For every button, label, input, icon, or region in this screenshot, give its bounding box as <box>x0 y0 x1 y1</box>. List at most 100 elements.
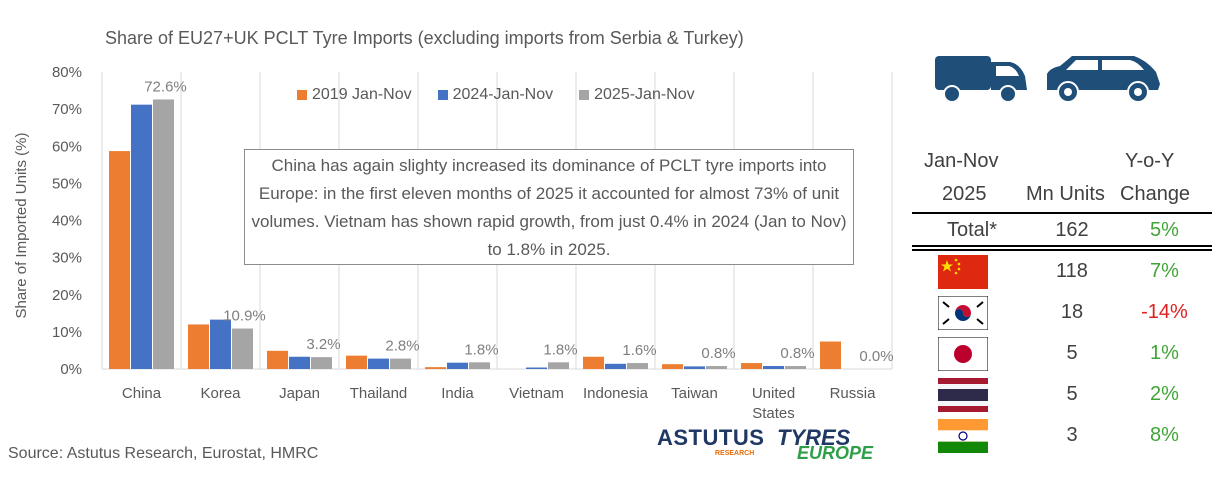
total-label: Total* <box>946 219 998 241</box>
bar <box>820 341 841 369</box>
bar <box>627 363 648 369</box>
y-axis-label: Share of Imported Units (%) <box>13 133 30 319</box>
data-label: 1.8% <box>464 341 498 358</box>
total-rule-2 <box>912 249 1212 251</box>
bar <box>706 366 727 369</box>
bar <box>425 367 446 369</box>
total-rule-1 <box>912 245 1212 247</box>
header-rule <box>912 212 1212 214</box>
astutus-logo: ASTUTUS <box>657 425 765 450</box>
row-change: 2% <box>1150 383 1179 405</box>
bar <box>526 367 547 369</box>
row-change: 1% <box>1150 342 1179 364</box>
india-flag-icon <box>938 419 988 453</box>
row-units: 5 <box>1066 383 1078 405</box>
chart-title: Share of EU27+UK PCLT Tyre Imports (excl… <box>105 28 744 48</box>
korea-flag-icon <box>938 296 988 330</box>
bar <box>232 328 253 369</box>
bar <box>289 356 310 369</box>
row-change: -14% <box>1141 301 1188 323</box>
bar <box>763 366 784 369</box>
vehicle-icons <box>930 50 1170 115</box>
van-and-car-icon <box>935 56 1160 103</box>
bar <box>390 358 411 369</box>
legend-label: 2019 Jan-Nov <box>312 86 412 103</box>
callout-box: China has again slighty increased its do… <box>244 149 854 265</box>
bar <box>346 355 367 369</box>
bar <box>188 324 209 369</box>
header-period-line2: 2025 <box>942 183 987 205</box>
x-tick-label: India <box>441 385 474 402</box>
bar <box>469 362 490 369</box>
row-change: 7% <box>1150 260 1179 282</box>
data-label: 0.8% <box>701 345 735 362</box>
bar <box>109 151 130 369</box>
japan-flag-icon <box>938 337 988 371</box>
header-change-line2: Change <box>1120 183 1191 205</box>
data-label: 2.8% <box>385 338 419 355</box>
bar <box>662 364 683 369</box>
bar <box>131 104 152 370</box>
tyres-europe-logo: TYRES <box>777 425 851 450</box>
bar <box>583 356 604 369</box>
chart-legend: 2019 Jan-Nov 2024-Jan-Nov 2025-Jan-Nov <box>297 86 695 104</box>
legend-item-2025: 2025-Jan-Nov <box>579 86 695 104</box>
legend-swatch <box>297 90 307 100</box>
legend-label: 2025-Jan-Nov <box>594 86 695 103</box>
x-tick-label: States <box>752 405 795 422</box>
legend-item-2024: 2024-Jan-Nov <box>437 86 554 104</box>
china-flag-icon <box>938 255 988 289</box>
bar <box>741 363 762 369</box>
summary-table: Jan-Nov 2025 Mn Units Y-o-Y Change Total… <box>912 142 1212 467</box>
bar <box>605 363 626 369</box>
bar <box>368 358 389 369</box>
row-change: 8% <box>1150 424 1179 446</box>
car-icon <box>1047 56 1160 103</box>
data-label: 1.6% <box>622 342 656 359</box>
legend-swatch <box>579 90 590 100</box>
thailand-flag-icon <box>938 378 988 412</box>
y-tick-label: 30% <box>52 250 82 267</box>
x-tick-label: China <box>122 385 162 402</box>
source-note: Source: Astutus Research, Eurostat, HMRC <box>8 445 319 462</box>
bar <box>548 362 569 369</box>
y-tick-label: 80% <box>52 64 82 81</box>
y-tick-label: 40% <box>52 213 82 230</box>
y-tick-label: 50% <box>52 175 82 192</box>
y-tick-label: 10% <box>52 324 82 341</box>
bar <box>153 99 174 369</box>
x-tick-label: Russia <box>830 385 877 402</box>
x-tick-label: Thailand <box>350 385 408 402</box>
x-tick-label: Indonesia <box>583 385 649 402</box>
row-units: 5 <box>1066 342 1078 364</box>
data-label: 10.9% <box>223 308 266 325</box>
bar <box>785 366 806 369</box>
header-change-line1: Y-o-Y <box>1125 150 1175 172</box>
data-label: 72.6% <box>144 78 187 95</box>
header-units: Mn Units <box>1026 183 1105 205</box>
total-units: 162 <box>1055 219 1089 241</box>
x-tick-label: Taiwan <box>671 385 718 402</box>
x-tick-label: Vietnam <box>509 385 564 402</box>
data-label: 1.8% <box>543 341 577 358</box>
data-label: 3.2% <box>306 336 340 353</box>
bar <box>267 350 288 369</box>
row-units: 118 <box>1056 260 1088 282</box>
bar <box>684 366 705 369</box>
bar <box>311 357 332 369</box>
tyres-europe-logo-sub: EUROPE <box>797 443 874 463</box>
header-period-line1: Jan-Nov <box>924 150 999 172</box>
data-label: 0.8% <box>780 345 814 362</box>
total-change: 5% <box>1150 219 1179 241</box>
row-units: 3 <box>1066 424 1078 446</box>
legend-label: 2024-Jan-Nov <box>452 86 554 103</box>
x-tick-label: United <box>752 385 795 402</box>
row-units: 18 <box>1060 301 1084 323</box>
legend-item-2019: 2019 Jan-Nov <box>297 86 412 104</box>
data-label: 0.0% <box>859 348 893 365</box>
y-tick-label: 0% <box>60 361 82 378</box>
x-tick-label: Korea <box>200 385 241 402</box>
y-tick-label: 70% <box>52 101 82 118</box>
van-icon <box>935 56 1027 103</box>
x-tick-label: Japan <box>279 385 320 402</box>
